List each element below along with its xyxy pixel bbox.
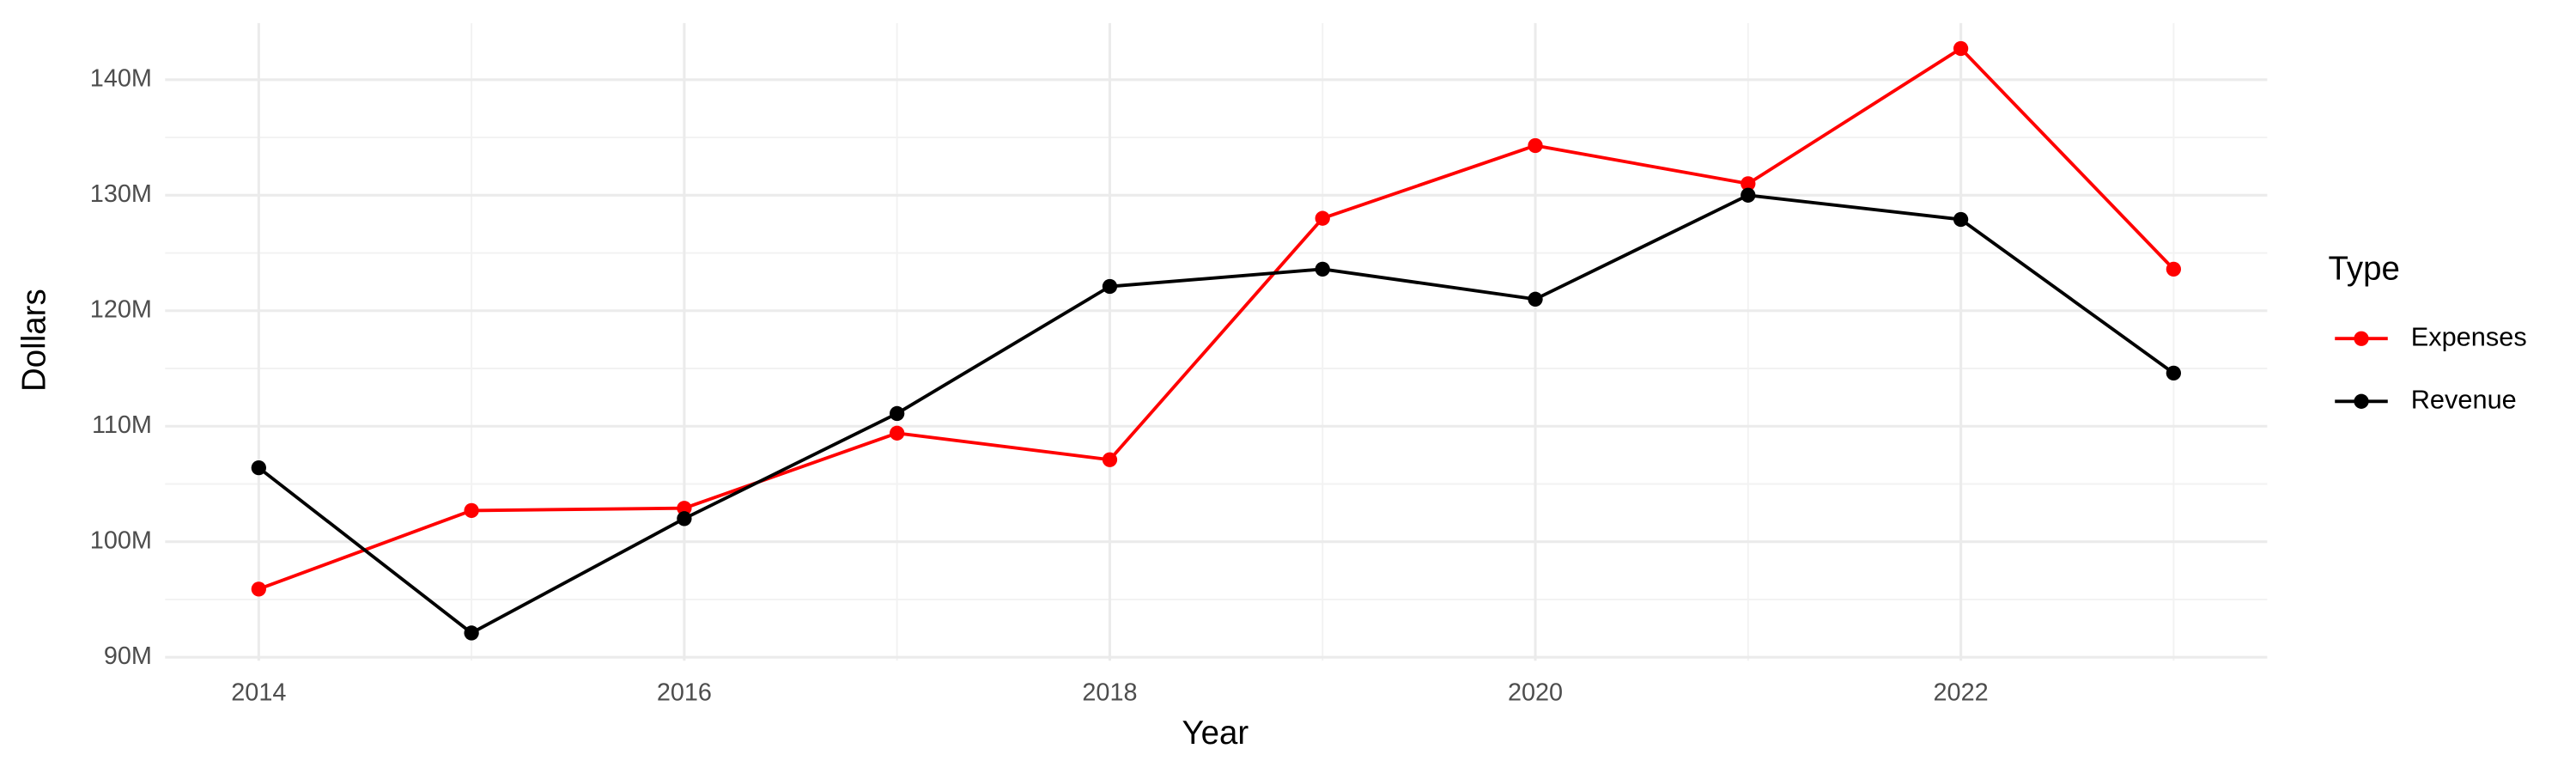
x-tick-label: 2020 — [1508, 679, 1563, 706]
y-tick-label: 100M — [90, 526, 152, 554]
data-point — [2166, 365, 2182, 381]
data-point — [677, 511, 692, 526]
x-tick-label: 2014 — [231, 679, 286, 706]
data-point — [1741, 187, 1756, 203]
y-tick-label: 120M — [90, 295, 152, 323]
data-point — [1953, 211, 1969, 228]
series-line — [258, 46, 2175, 591]
data-point — [1953, 40, 1969, 57]
legend-label: Expenses — [2411, 321, 2527, 351]
data-point — [251, 460, 266, 476]
data-point — [890, 405, 905, 422]
data-point — [1528, 137, 1543, 154]
data-point — [251, 581, 266, 597]
data-point — [890, 425, 905, 441]
grid — [165, 22, 2268, 661]
y-tick-label: 110M — [92, 411, 152, 439]
data-point — [1102, 452, 1118, 467]
y-tick-label: 90M — [104, 642, 152, 670]
data-point — [1528, 291, 1543, 307]
legend-label: Revenue — [2411, 384, 2517, 414]
legend-title: Type — [2329, 251, 2400, 288]
data-point — [464, 625, 479, 641]
x-axis-title: Year — [1182, 715, 1249, 752]
series-line — [258, 193, 2175, 636]
y-tick-label: 130M — [90, 180, 152, 208]
data-point — [1741, 176, 1756, 192]
x-tick-label: 2016 — [657, 679, 712, 706]
x-tick-label: 2018 — [1082, 679, 1137, 706]
data-point — [1315, 261, 1330, 277]
data-point — [464, 502, 479, 519]
data-point — [1315, 210, 1330, 226]
y-axis-title: Dollars — [15, 289, 52, 392]
data-point — [1102, 278, 1118, 295]
data-point — [2166, 261, 2182, 277]
x-tick-label: 2022 — [1934, 679, 1989, 706]
y-tick-label: 140M — [90, 64, 152, 92]
data-point — [677, 501, 692, 516]
legend-marker — [2354, 331, 2369, 346]
legend-marker — [2354, 393, 2369, 409]
